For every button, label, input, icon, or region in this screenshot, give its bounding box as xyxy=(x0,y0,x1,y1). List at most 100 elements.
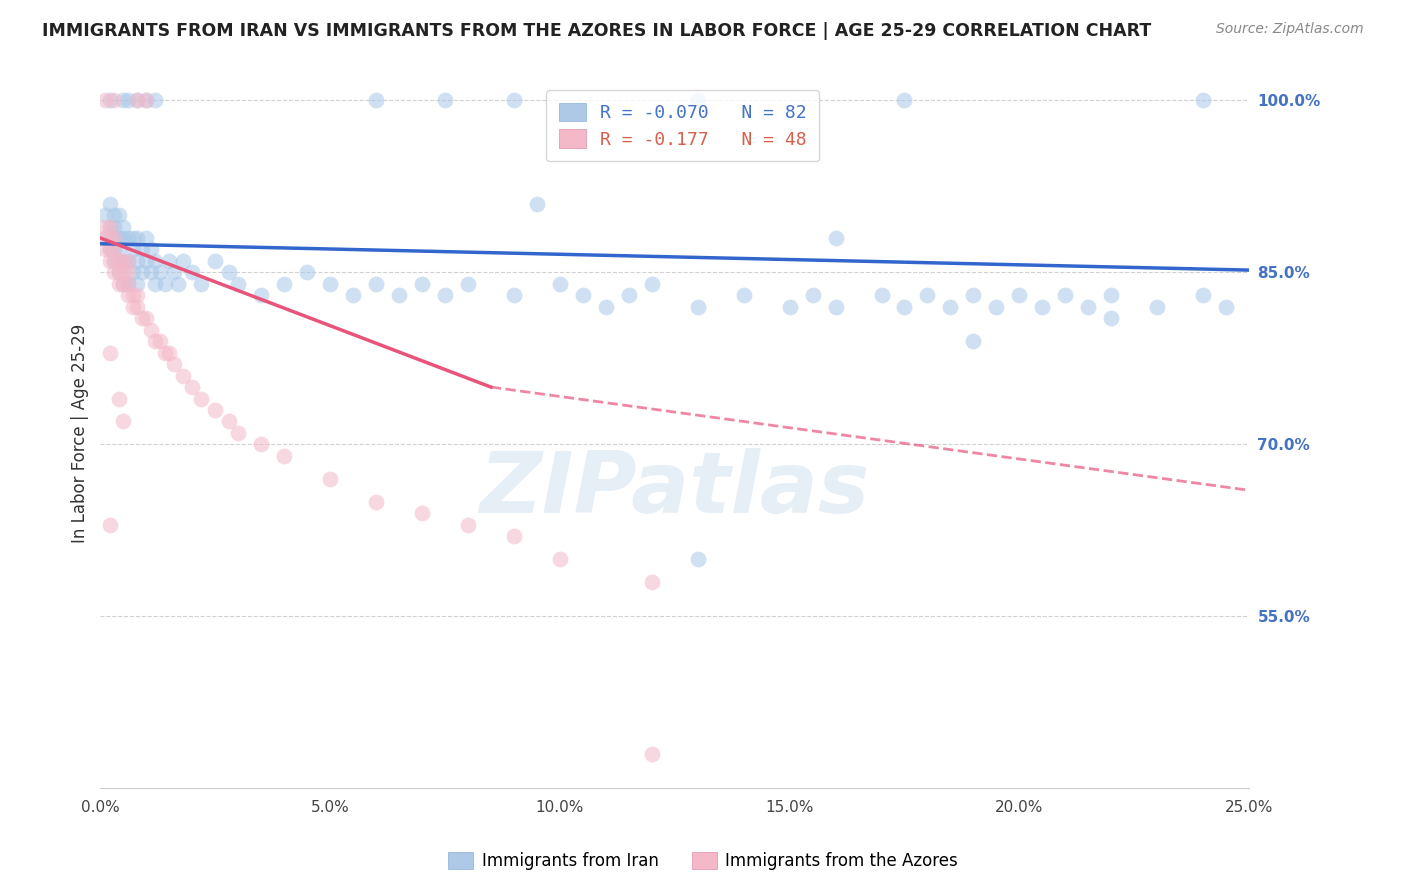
Point xyxy=(98,243,121,257)
Point xyxy=(112,265,135,279)
Point xyxy=(145,334,167,349)
Point xyxy=(686,94,709,108)
Point xyxy=(641,747,664,761)
Point xyxy=(295,265,318,279)
Point xyxy=(939,300,962,314)
Point xyxy=(107,254,129,268)
Point xyxy=(94,231,117,245)
Point xyxy=(1215,300,1237,314)
Point xyxy=(163,357,186,371)
Point xyxy=(98,196,121,211)
Point xyxy=(98,219,121,234)
Point xyxy=(103,208,125,222)
Point xyxy=(503,94,526,108)
Point xyxy=(273,277,295,291)
Point xyxy=(503,529,526,543)
Point xyxy=(94,94,117,108)
Point xyxy=(893,300,915,314)
Point xyxy=(131,243,153,257)
Legend: R = -0.070   N = 82, R = -0.177   N = 48: R = -0.070 N = 82, R = -0.177 N = 48 xyxy=(546,90,820,161)
Point xyxy=(411,277,433,291)
Point xyxy=(1054,288,1077,302)
Point xyxy=(250,288,273,302)
Point xyxy=(117,94,139,108)
Point xyxy=(117,265,139,279)
Point xyxy=(190,277,212,291)
Point xyxy=(127,94,149,108)
Point xyxy=(98,517,121,532)
Point xyxy=(103,254,125,268)
Text: IMMIGRANTS FROM IRAN VS IMMIGRANTS FROM THE AZORES IN LABOR FORCE | AGE 25-29 CO: IMMIGRANTS FROM IRAN VS IMMIGRANTS FROM … xyxy=(42,22,1152,40)
Point xyxy=(157,254,180,268)
Point xyxy=(548,277,571,291)
Point xyxy=(135,231,157,245)
Point xyxy=(364,94,387,108)
Point xyxy=(135,94,157,108)
Point xyxy=(112,254,135,268)
Point xyxy=(103,94,125,108)
Point xyxy=(112,277,135,291)
Point xyxy=(117,231,139,245)
Legend: Immigrants from Iran, Immigrants from the Azores: Immigrants from Iran, Immigrants from th… xyxy=(441,845,965,877)
Point xyxy=(204,403,226,417)
Point xyxy=(117,277,139,291)
Point xyxy=(1099,288,1122,302)
Point xyxy=(139,243,162,257)
Point xyxy=(117,254,139,268)
Point xyxy=(127,300,149,314)
Point xyxy=(103,243,125,257)
Point xyxy=(112,94,135,108)
Point xyxy=(107,265,129,279)
Point xyxy=(112,254,135,268)
Point xyxy=(107,265,129,279)
Point xyxy=(145,94,167,108)
Point xyxy=(204,254,226,268)
Point xyxy=(273,449,295,463)
Point xyxy=(98,345,121,359)
Point xyxy=(107,208,129,222)
Point xyxy=(103,219,125,234)
Point xyxy=(250,437,273,451)
Point xyxy=(172,254,194,268)
Point xyxy=(1192,94,1215,108)
Point xyxy=(112,415,135,429)
Point xyxy=(135,94,157,108)
Point xyxy=(94,231,117,245)
Point xyxy=(218,415,240,429)
Point xyxy=(121,243,143,257)
Point xyxy=(107,243,129,257)
Point xyxy=(98,219,121,234)
Point xyxy=(526,196,548,211)
Point xyxy=(127,231,149,245)
Point xyxy=(181,265,204,279)
Point xyxy=(127,254,149,268)
Point xyxy=(135,254,157,268)
Point xyxy=(319,277,342,291)
Point xyxy=(112,231,135,245)
Point xyxy=(733,288,755,302)
Y-axis label: In Labor Force | Age 25-29: In Labor Force | Age 25-29 xyxy=(72,323,89,542)
Point xyxy=(98,231,121,245)
Point xyxy=(112,277,135,291)
Point xyxy=(94,243,117,257)
Point xyxy=(893,94,915,108)
Point xyxy=(153,277,176,291)
Point xyxy=(870,288,893,302)
Point xyxy=(131,265,153,279)
Point xyxy=(1077,300,1099,314)
Point xyxy=(127,277,149,291)
Point xyxy=(962,334,984,349)
Point xyxy=(107,277,129,291)
Point xyxy=(411,506,433,520)
Point xyxy=(364,495,387,509)
Point xyxy=(962,288,984,302)
Point xyxy=(139,323,162,337)
Point xyxy=(149,334,172,349)
Point xyxy=(103,231,125,245)
Point xyxy=(94,219,117,234)
Point xyxy=(103,243,125,257)
Point xyxy=(131,311,153,326)
Point xyxy=(457,517,479,532)
Point xyxy=(117,288,139,302)
Point xyxy=(117,254,139,268)
